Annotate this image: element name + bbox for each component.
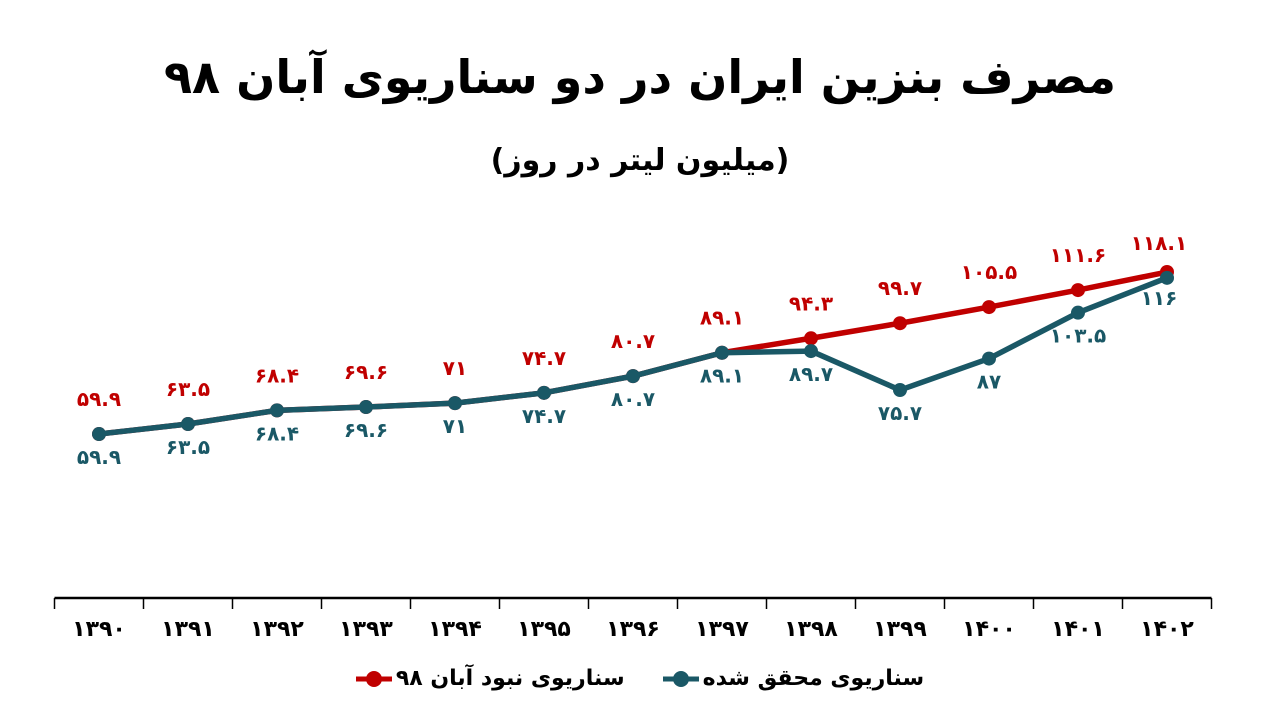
data-label: ۸۹.۱ [700, 306, 744, 330]
data-point [804, 331, 818, 346]
data-label: ۸۷ [977, 370, 1001, 394]
legend-label-realized: سناریوی محقق شده [702, 666, 925, 691]
x-axis-label: ۱۴۰۰ [962, 617, 1016, 642]
data-point [92, 427, 106, 442]
x-axis-label: ۱۳۹۴ [428, 617, 482, 642]
x-axis-label: ۱۳۹۰ [72, 617, 126, 642]
data-point [715, 345, 729, 360]
data-label: ۶۹.۶ [344, 418, 388, 442]
data-point [1160, 270, 1174, 285]
legend-item-realized: سناریوی محقق شده [662, 666, 925, 691]
data-label: ۶۳.۵ [166, 377, 210, 401]
data-point [448, 396, 462, 411]
data-point [1071, 305, 1085, 320]
x-axis-label: ۱۴۰۱ [1051, 617, 1105, 642]
data-label: ۷۵.۷ [878, 401, 922, 425]
data-label: ۷۴.۷ [522, 346, 566, 370]
x-axis-label: ۱۳۹۳ [339, 617, 393, 642]
data-label: ۸۰.۷ [611, 329, 655, 353]
data-label: ۹۴.۳ [789, 291, 833, 315]
chart-title: مصرف بنزین ایران در دو سناریوی آبان ۹۸ [163, 50, 1117, 104]
data-point [893, 383, 907, 398]
data-label: ۷۱ [443, 356, 467, 380]
data-label: ۷۱ [443, 414, 467, 438]
data-point [270, 403, 284, 418]
x-axis-label: ۱۴۰۲ [1140, 617, 1194, 642]
data-point [537, 385, 551, 400]
x-axis-label: ۱۳۹۵ [517, 617, 571, 642]
data-label: ۱۰۵.۵ [961, 260, 1017, 284]
x-axis-label: ۱۳۹۹ [873, 617, 927, 642]
x-axis-label: ۱۳۹۱ [161, 617, 215, 642]
legend-marker-red-line-icon [355, 671, 392, 687]
data-label: ۶۸.۴ [255, 421, 299, 445]
data-label: ۸۰.۷ [611, 387, 655, 411]
x-axis-label: ۱۳۹۷ [695, 617, 749, 642]
x-axis-label: ۱۳۹۲ [250, 617, 304, 642]
data-point [626, 369, 640, 384]
data-point [982, 351, 996, 366]
data-label: ۸۹.۷ [789, 362, 833, 386]
chart-subtitle: (میلیون لیتر در روز) [490, 143, 790, 178]
data-label: ۹۹.۷ [878, 276, 922, 300]
data-point [893, 316, 907, 331]
legend-item-no-aban98: سناریوی نبود آبان ۹۸ [355, 666, 625, 691]
data-point [1071, 283, 1085, 298]
data-label: ۱۱۸.۱ [1131, 231, 1187, 255]
data-label: ۶۹.۶ [344, 360, 388, 384]
data-label: ۸۹.۱ [700, 364, 744, 388]
data-label: ۵۹.۹ [77, 387, 121, 411]
data-point [181, 417, 195, 432]
data-label: ۱۱۱.۶ [1050, 243, 1106, 267]
data-point [804, 344, 818, 359]
x-axis-label: ۱۳۹۸ [784, 617, 838, 642]
legend: سناریوی نبود آبان ۹۸ سناریوی محقق شده [0, 658, 1280, 700]
legend-marker-teal-line-icon [662, 671, 699, 687]
data-label: ۶۳.۵ [166, 435, 210, 459]
data-label: ۱۱۶ [1141, 286, 1178, 310]
data-point [359, 400, 373, 415]
data-label: ۵۹.۹ [77, 445, 121, 469]
data-label: ۷۴.۷ [522, 404, 566, 428]
data-label: ۱۰۳.۵ [1050, 324, 1106, 348]
data-point [982, 300, 996, 315]
legend-label-no-aban98: سناریوی نبود آبان ۹۸ [395, 666, 625, 691]
data-label: ۶۸.۴ [255, 363, 299, 387]
x-axis-label: ۱۳۹۶ [606, 617, 660, 642]
